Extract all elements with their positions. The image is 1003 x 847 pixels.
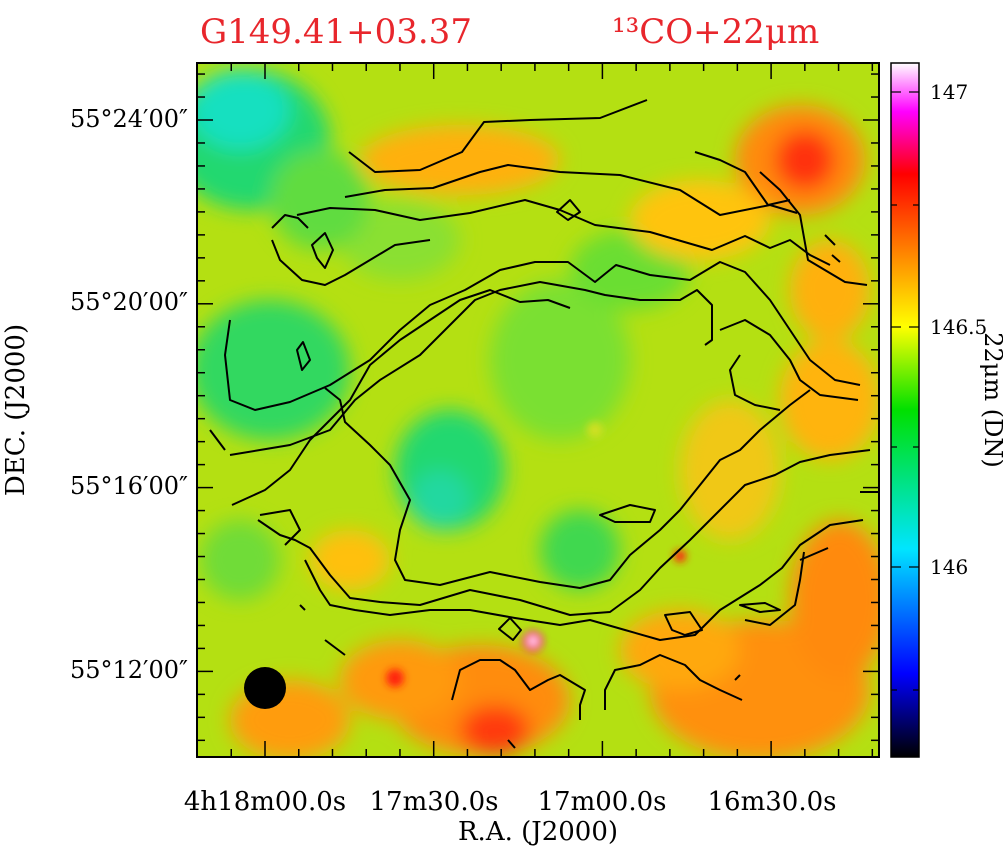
contour-line	[296, 199, 831, 266]
contour-line	[344, 164, 798, 216]
colorbar-label: 22μm (DN)	[979, 332, 1003, 468]
contour-line	[231, 289, 571, 506]
contour-line	[739, 602, 781, 613]
axis-ticks	[197, 63, 879, 757]
contour-line	[224, 261, 861, 411]
contour-line	[744, 551, 805, 626]
colorbar-tick-label: 147	[930, 80, 968, 104]
heatmap-image	[197, 63, 879, 757]
contour-line	[209, 429, 226, 451]
contour-line	[719, 319, 859, 401]
contour-line	[296, 341, 311, 371]
contour-line	[229, 281, 713, 456]
colorbar-ticks	[891, 91, 919, 691]
y-tick-label: 55°12′00″	[70, 656, 188, 684]
contour-line	[734, 674, 741, 681]
contour-line	[324, 387, 811, 589]
x-tick-label: 4h18m00.0s	[184, 787, 346, 817]
contour-line	[664, 611, 703, 636]
y-axis: 55°24′00″ 55°20′00″ 55°16′00″ 55°12′00″ …	[1, 105, 188, 684]
contour-line	[694, 151, 791, 206]
contour-line	[556, 199, 581, 221]
contour-line	[271, 214, 309, 229]
colorbar-gradient	[890, 62, 920, 758]
contour-line	[348, 99, 648, 173]
x-axis: 4h18m00.0s 17m30.0s 17m00.0s 16m30.0s R.…	[184, 787, 837, 847]
contour-line	[599, 504, 656, 523]
beam-marker	[244, 667, 286, 709]
x-tick-label: 16m30.0s	[708, 787, 837, 817]
contour-line	[824, 234, 836, 246]
contour-line	[257, 449, 871, 616]
contour-line	[304, 519, 864, 641]
contour-line	[311, 232, 334, 269]
y-axis-label: DEC. (J2000)	[1, 324, 31, 496]
heatmap-blobs	[197, 70, 879, 757]
y-tick-label: 55°20′00″	[70, 288, 188, 316]
chart-title-left: G149.41+03.37	[200, 12, 472, 52]
x-tick-label: 17m00.0s	[538, 787, 667, 817]
x-tick-label: 17m30.0s	[370, 787, 499, 817]
contour-line	[799, 547, 829, 561]
contour-line	[324, 639, 346, 656]
x-axis-label: R.A. (J2000)	[458, 817, 618, 847]
contour-line	[299, 604, 306, 611]
x-tick-label-text: 16m30.0s	[708, 787, 837, 817]
plot-frame	[196, 62, 880, 758]
chart-title-right: ¹³CO+22μm	[612, 12, 819, 52]
contour-lines	[209, 99, 879, 749]
colorbar-tick-label: 146	[930, 555, 968, 579]
contour-line	[831, 254, 841, 263]
contour-line	[451, 659, 586, 720]
y-tick-label: 55°24′00″	[70, 105, 188, 133]
colorbar: 147 146.5 146 22μm (DN)	[890, 62, 1003, 758]
contour-line	[259, 509, 301, 546]
y-tick-label: 55°16′00″	[70, 472, 188, 500]
x-tick-label-text: 4h18m00.0s	[184, 787, 346, 817]
contour-line	[498, 617, 522, 641]
contour-line	[729, 354, 781, 411]
heatmap-spots	[386, 422, 686, 687]
colorbar-tick-label: 146.5	[930, 315, 987, 339]
contour-line	[604, 654, 743, 710]
contour-line	[507, 739, 516, 749]
contour-line	[759, 171, 868, 286]
contour-line	[271, 239, 431, 286]
x-tick-label-text: 17m30.0s	[370, 787, 499, 817]
x-tick-label-text: 17m00.0s	[538, 787, 667, 817]
